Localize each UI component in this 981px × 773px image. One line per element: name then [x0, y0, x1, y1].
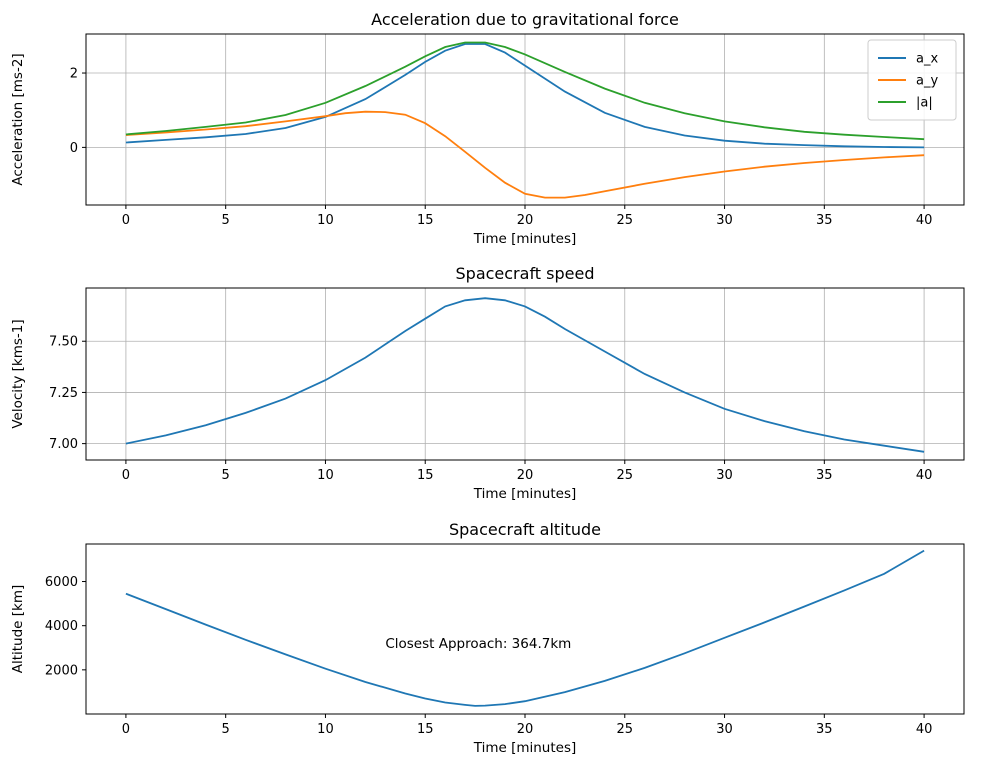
- chart-title: Acceleration due to gravitational force: [371, 10, 679, 29]
- x-tick-label: 25: [616, 213, 633, 228]
- closest-approach-annotation: Closest Approach: 364.7km: [385, 636, 571, 652]
- x-tick-label: 15: [417, 213, 434, 228]
- x-axis-label: Time [minutes]: [473, 486, 577, 502]
- series-line-ax: [125, 43, 925, 149]
- series-line-a: [125, 41, 925, 141]
- chart-3: 0 5 10 15 20 25 30 35 40 2000 4000 6000 Spacecraft a…: [10, 520, 965, 756]
- x-axis-label: Time [minutes]: [473, 231, 577, 247]
- x-tick-label: 20: [517, 722, 534, 737]
- x-tick-label: 40: [916, 468, 933, 483]
- legend-label: |a|: [916, 96, 933, 111]
- chart-2: 0 5 10 15 20 25 30 35 40 7.00 7.25 7.50 Spacecraft s…: [10, 264, 965, 502]
- x-axis-label: Time [minutes]: [473, 740, 577, 756]
- x-tick-label: 10: [317, 722, 334, 737]
- y-tick-label: 7.25: [49, 386, 78, 401]
- chart-title: Spacecraft altitude: [449, 520, 601, 539]
- x-tick-label: 10: [317, 468, 334, 483]
- x-tick-label: 5: [222, 722, 230, 737]
- x-tick-label: 25: [616, 722, 633, 737]
- x-tick-label: 30: [716, 213, 733, 228]
- x-tick-label: 40: [916, 722, 933, 737]
- y-tick-label: 4000: [45, 619, 78, 634]
- x-tick-label: 0: [122, 468, 130, 483]
- x-tick-label: 15: [417, 468, 434, 483]
- series-line-1: [125, 549, 925, 707]
- series-line-1: [125, 297, 925, 453]
- y-tick-label: 7.00: [49, 437, 78, 452]
- x-tick-label: 35: [816, 722, 833, 737]
- x-tick-label: 5: [222, 213, 230, 228]
- y-axis-label: Altitude [km]: [10, 585, 26, 674]
- y-tick-label: 2000: [45, 663, 78, 678]
- y-axis-label: Velocity [kms-1]: [10, 319, 26, 428]
- y-axis-label: Acceleration [ms-2]: [10, 53, 26, 185]
- x-tick-label: 20: [517, 213, 534, 228]
- x-tick-label: 30: [716, 722, 733, 737]
- legend: a_x a_y |a|: [867, 39, 957, 121]
- x-tick-label: 15: [417, 722, 434, 737]
- x-tick-label: 10: [317, 213, 334, 228]
- x-tick-label: 25: [616, 468, 633, 483]
- x-tick-label: 20: [517, 468, 534, 483]
- x-tick-label: 40: [916, 213, 933, 228]
- y-tick-label: 6000: [45, 575, 78, 590]
- x-tick-label: 30: [716, 468, 733, 483]
- legend-label: a_y: [916, 74, 938, 89]
- chart-title: Spacecraft speed: [456, 264, 595, 283]
- x-tick-label: 0: [122, 722, 130, 737]
- series-line-ay: [125, 110, 925, 199]
- y-tick-label: 7.50: [49, 335, 78, 350]
- chart-1: 0 5 10 15 20 25 30 35 40 0 2 Acceleration due to gr…: [10, 10, 965, 247]
- legend-box: [867, 39, 957, 121]
- x-tick-label: 0: [122, 213, 130, 228]
- legend-label: a_x: [916, 52, 938, 67]
- x-tick-label: 35: [816, 468, 833, 483]
- y-tick-label: 0: [70, 141, 78, 156]
- y-tick-label: 2: [70, 67, 78, 82]
- x-tick-label: 35: [816, 213, 833, 228]
- x-tick-label: 5: [222, 468, 230, 483]
